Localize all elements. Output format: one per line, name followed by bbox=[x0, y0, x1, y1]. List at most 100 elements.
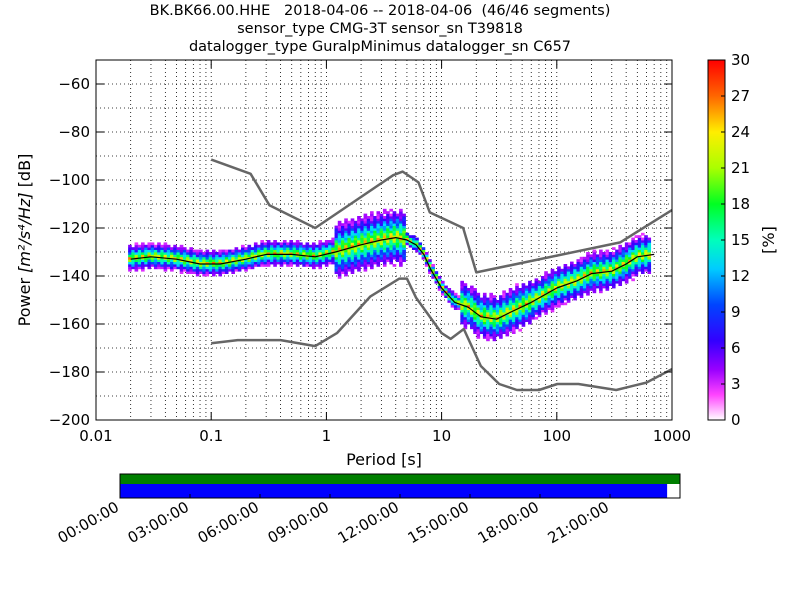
heatmap-cell bbox=[476, 331, 481, 334]
heatmap-cell bbox=[505, 321, 510, 325]
heatmap-cell bbox=[205, 252, 210, 255]
heatmap-cell bbox=[260, 247, 264, 250]
heatmap-cell bbox=[202, 252, 206, 255]
heatmap-cell bbox=[224, 252, 229, 255]
heatmap-cell bbox=[624, 242, 629, 246]
heatmap-cell bbox=[450, 292, 455, 296]
heatmap-cell bbox=[276, 254, 281, 258]
heatmap-cell bbox=[370, 252, 374, 255]
heatmap-cell bbox=[170, 259, 174, 262]
heatmap-cell bbox=[163, 254, 168, 258]
heatmap-cell bbox=[186, 271, 190, 274]
heatmap-cell bbox=[350, 268, 355, 272]
heatmap-cell bbox=[389, 218, 394, 222]
heatmap-cell bbox=[418, 252, 423, 255]
heatmap-cell bbox=[389, 208, 394, 212]
heatmap-cell bbox=[592, 273, 597, 277]
heatmap-cell bbox=[128, 249, 132, 253]
heatmap-cell bbox=[624, 266, 629, 270]
heatmap-cell bbox=[470, 288, 474, 291]
heatmap-cell bbox=[570, 290, 574, 294]
heatmap-cell bbox=[611, 273, 616, 277]
heatmap-cell bbox=[295, 261, 300, 265]
heatmap-cell bbox=[495, 326, 500, 330]
heatmap-cell bbox=[137, 247, 142, 250]
heatmap-cell bbox=[153, 252, 158, 255]
heatmap-cell bbox=[224, 266, 229, 270]
heatmap-cell bbox=[647, 237, 652, 241]
heatmap-cell bbox=[592, 254, 597, 258]
heatmap-cell bbox=[308, 249, 313, 253]
heatmap-cell bbox=[437, 288, 442, 291]
colorbar-tick-label: 9 bbox=[731, 303, 741, 321]
heatmap-cell bbox=[570, 266, 574, 270]
heatmap-cell bbox=[276, 247, 281, 250]
heatmap-cell bbox=[540, 307, 545, 310]
heatmap-cell bbox=[586, 290, 590, 294]
heatmap-cell bbox=[147, 256, 152, 260]
heatmap-cell bbox=[279, 244, 284, 248]
heatmap-cell bbox=[550, 276, 555, 279]
heatmap-cell bbox=[602, 273, 606, 277]
heatmap-cell bbox=[415, 237, 419, 241]
heatmap-cell bbox=[363, 237, 368, 241]
heatmap-cell bbox=[276, 244, 281, 248]
heatmap-cell bbox=[363, 256, 368, 260]
heatmap-cell bbox=[586, 264, 590, 267]
heatmap-cell bbox=[566, 271, 571, 274]
heatmap-cell bbox=[344, 240, 348, 243]
heatmap-cell bbox=[399, 228, 403, 231]
heatmap-cell bbox=[202, 266, 206, 270]
heatmap-cell bbox=[492, 328, 497, 332]
heatmap-cell bbox=[250, 261, 255, 265]
heatmap-cell bbox=[324, 247, 329, 250]
heatmap-cell bbox=[631, 254, 635, 258]
heatmap-cell bbox=[373, 223, 377, 226]
heatmap-cell bbox=[531, 290, 535, 294]
heatmap-cell bbox=[157, 252, 161, 255]
heatmap-cell bbox=[344, 268, 348, 272]
heatmap-cell bbox=[199, 252, 203, 255]
heatmap-cell bbox=[586, 254, 590, 258]
heatmap-cell bbox=[270, 249, 274, 253]
heatmap-cell bbox=[334, 259, 339, 262]
heatmap-cell bbox=[373, 218, 377, 222]
heatmap-cell bbox=[305, 264, 310, 267]
heatmap-cell bbox=[347, 268, 352, 272]
heatmap-cell bbox=[347, 256, 352, 260]
heatmap-cell bbox=[534, 278, 539, 282]
heatmap-cell bbox=[276, 249, 281, 253]
heatmap-cell bbox=[502, 309, 506, 313]
heatmap-cell bbox=[347, 235, 352, 238]
heatmap-cell bbox=[631, 273, 635, 277]
heatmap-cell bbox=[399, 259, 403, 262]
heatmap-cell bbox=[289, 247, 294, 250]
heatmap-cell bbox=[628, 247, 632, 250]
heatmap-cell bbox=[576, 280, 581, 284]
heatmap-cell bbox=[389, 225, 394, 229]
heatmap-cell bbox=[182, 252, 187, 255]
heatmap-cell bbox=[550, 273, 555, 277]
heatmap-cell bbox=[386, 252, 390, 255]
heatmap-cell bbox=[505, 309, 510, 313]
heatmap-cell bbox=[334, 225, 339, 229]
heatmap-cell bbox=[382, 223, 387, 226]
heatmap-cell bbox=[479, 319, 484, 322]
heatmap-cell bbox=[370, 242, 374, 246]
heatmap-cell bbox=[199, 268, 203, 272]
heatmap-cell bbox=[144, 254, 148, 258]
heatmap-cell bbox=[350, 218, 355, 222]
heatmap-cell bbox=[353, 247, 358, 250]
heatmap-cell bbox=[566, 290, 571, 294]
heatmap-cell bbox=[360, 259, 364, 262]
heatmap-cell bbox=[373, 242, 377, 246]
heatmap-cell bbox=[195, 268, 200, 272]
heatmap-cell bbox=[373, 261, 377, 265]
heatmap-cell bbox=[160, 244, 164, 248]
heatmap-cell bbox=[463, 326, 468, 330]
heatmap-cell bbox=[344, 266, 348, 270]
heatmap-cell bbox=[379, 247, 384, 250]
heatmap-cell bbox=[295, 252, 300, 255]
heatmap-cell bbox=[463, 285, 468, 289]
heatmap-cell bbox=[624, 268, 629, 272]
